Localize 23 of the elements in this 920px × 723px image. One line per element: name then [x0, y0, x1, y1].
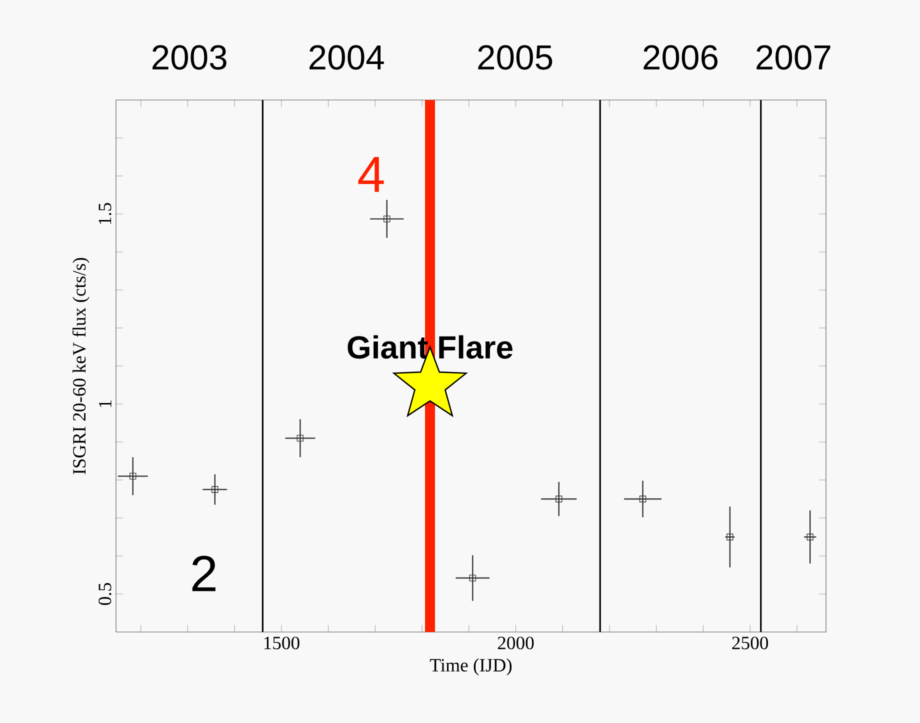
point: [469, 574, 476, 582]
y-tick-label: 0.5: [98, 583, 112, 605]
point: [639, 496, 646, 502]
point: [296, 434, 304, 442]
y-axis-title: ISGRI 20-60 keV flux (cts/s): [72, 258, 90, 474]
text: 2003: [152, 45, 226, 70]
text: 2005: [478, 45, 552, 70]
text: 2007: [756, 45, 830, 70]
point: [130, 472, 136, 480]
annotation: 2: [192, 556, 216, 592]
text: 2006: [644, 45, 718, 70]
x-tick-label: 1500: [264, 636, 300, 650]
point: [806, 534, 814, 540]
x-tick-label: 2500: [732, 636, 768, 650]
annotation: 4: [358, 157, 384, 192]
x-axis-title: Time (IJD): [430, 658, 512, 676]
point: [556, 496, 562, 502]
point: [384, 216, 390, 222]
text: 2004: [310, 45, 384, 70]
y-tick-label: 1.5: [98, 203, 112, 224]
y-tick-label: 1: [98, 400, 112, 408]
x-tick-label: 2000: [498, 636, 534, 650]
point: [212, 486, 218, 493]
